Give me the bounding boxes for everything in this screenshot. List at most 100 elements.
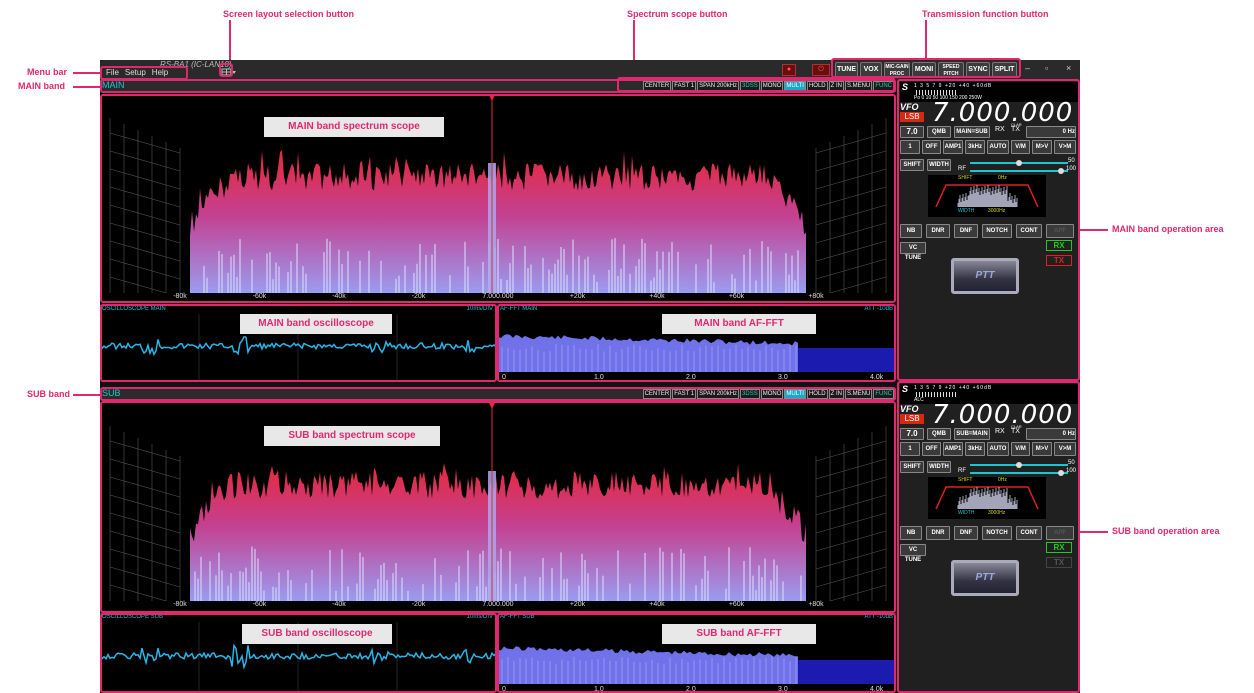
scope-func-button[interactable]: FUNC xyxy=(873,389,894,399)
tuning-step-button[interactable]: 7.0 xyxy=(900,126,924,138)
sub-spectrum-scope[interactable] xyxy=(100,401,896,607)
shift-button[interactable]: SHIFT xyxy=(900,159,924,171)
scope-func-button[interactable]: FUNC xyxy=(873,81,894,91)
maximize-icon[interactable]: ▫ xyxy=(1045,63,1049,73)
width-button[interactable]: WIDTH xyxy=(927,461,951,473)
preamp-1-button[interactable]: 1 xyxy=(900,442,920,456)
scope-speed-button[interactable]: FAST 1 xyxy=(672,81,697,91)
v-m-write-button[interactable]: V>M xyxy=(1054,140,1076,154)
vc-tune-button[interactable]: VC TUNE xyxy=(900,544,926,563)
sub-band-bar: SUB CENTER FAST 1 SPAN 200kHz 3DSS MONO … xyxy=(100,388,896,400)
scope-multi-button[interactable]: MULTI xyxy=(784,389,806,399)
rf-gain-knob[interactable] xyxy=(1058,168,1064,174)
dnr-button[interactable]: DNR xyxy=(926,526,950,540)
m-v-button[interactable]: M>V xyxy=(1032,442,1052,456)
nb-button[interactable]: NB xyxy=(900,526,922,540)
apf-button[interactable]: APF xyxy=(1046,224,1074,238)
clarifier-offset[interactable]: 0 Hz xyxy=(1026,428,1076,440)
v-m-write-button[interactable]: V>M xyxy=(1054,442,1076,456)
amp1-button[interactable]: AMP1 xyxy=(943,140,963,154)
scope-smenu-button[interactable]: S.MENU xyxy=(844,389,873,399)
scope-hold-button[interactable]: HOLD xyxy=(806,389,828,399)
close-icon[interactable]: × xyxy=(1066,63,1072,73)
agc-auto-button[interactable]: AUTO xyxy=(987,442,1009,456)
scope-span-button[interactable]: SPAN 200kHz xyxy=(697,389,740,399)
rf-gain-slider[interactable] xyxy=(970,472,1068,474)
scope-zin-button[interactable]: Z IN xyxy=(828,81,844,91)
rf-gain-knob[interactable] xyxy=(1058,470,1064,476)
scope-hold-button[interactable]: HOLD xyxy=(806,81,828,91)
main-spectrum-scope[interactable] xyxy=(100,93,896,299)
scope-multi-button[interactable]: MULTI xyxy=(784,81,806,91)
filter-width-label: WIDTH xyxy=(958,208,975,214)
moni-button[interactable]: MONI xyxy=(912,62,936,78)
screen-layout-button[interactable] xyxy=(221,67,239,78)
axis-tick-label: +60k xyxy=(728,293,745,300)
notch-button[interactable]: NOTCH xyxy=(982,224,1012,238)
sync-button[interactable]: SYNC xyxy=(966,62,990,78)
scope-mono-button[interactable]: MONO xyxy=(760,81,784,91)
scope-3dss-button[interactable]: 3DSS xyxy=(740,81,760,91)
menu-setup[interactable]: Setup xyxy=(124,68,146,77)
speed-pitch-button[interactable]: SPEED PITCH xyxy=(938,62,964,78)
clarifier-offset[interactable]: 0 Hz xyxy=(1026,126,1076,138)
nb-button[interactable]: NB xyxy=(900,224,922,238)
band-swap-button[interactable]: MAIN=SUB xyxy=(954,126,990,138)
v-m-button[interactable]: V/M xyxy=(1011,140,1030,154)
roofing-3khz-button[interactable]: 3kHz xyxy=(965,442,985,456)
width-button[interactable]: WIDTH xyxy=(927,159,951,171)
scope-center-button[interactable]: CENTER xyxy=(642,81,672,91)
mode-indicator[interactable]: LSB xyxy=(900,414,924,424)
shift-button[interactable]: SHIFT xyxy=(900,461,924,473)
ipo-off-button[interactable]: OFF xyxy=(922,442,941,456)
ipo-off-button[interactable]: OFF xyxy=(922,140,941,154)
dnf-button[interactable]: DNF xyxy=(954,526,978,540)
power-button[interactable]: ⏻ xyxy=(812,64,830,76)
rf-gain-slider[interactable] xyxy=(970,170,1068,172)
ptt-button[interactable]: PTT xyxy=(951,560,1019,596)
vc-tune-button[interactable]: VC TUNE xyxy=(900,242,926,261)
ptt-button[interactable]: PTT xyxy=(951,258,1019,294)
scope-mono-button[interactable]: MONO xyxy=(760,389,784,399)
preamp-1-button[interactable]: 1 xyxy=(900,140,920,154)
roofing-3khz-button[interactable]: 3kHz xyxy=(965,140,985,154)
minimize-icon[interactable]: – xyxy=(1025,63,1031,73)
dnr-button[interactable]: DNR xyxy=(926,224,950,238)
menu-file[interactable]: File xyxy=(106,68,119,77)
qmb-button[interactable]: QMB xyxy=(927,126,951,138)
scope-smenu-button[interactable]: S.MENU xyxy=(844,81,873,91)
contour-button[interactable]: CONT xyxy=(1016,224,1042,238)
agc-auto-button[interactable]: AUTO xyxy=(987,140,1009,154)
vox-button[interactable]: VOX xyxy=(860,62,882,78)
m-v-button[interactable]: M>V xyxy=(1032,140,1052,154)
axis-tick-label: +60k xyxy=(728,601,745,608)
contour-button[interactable]: CONT xyxy=(1016,526,1042,540)
band-swap-button[interactable]: SUB=MAIN xyxy=(954,428,990,440)
axis-tick-label: -40k xyxy=(332,293,346,300)
record-button[interactable]: ● xyxy=(782,64,796,76)
af-gain-knob[interactable] xyxy=(1016,160,1022,166)
frequency-display[interactable]: 7.000.000 xyxy=(932,98,1074,128)
mic-gain-proc-button[interactable]: MIC-GAIN PROC xyxy=(884,62,910,78)
af-gain-knob[interactable] xyxy=(1016,462,1022,468)
split-button[interactable]: SPLIT xyxy=(992,62,1017,78)
notch-button[interactable]: NOTCH xyxy=(982,526,1012,540)
fft-axis-label: 2.0 xyxy=(686,686,696,693)
scope-zin-button[interactable]: Z IN xyxy=(828,389,844,399)
scope-3dss-button[interactable]: 3DSS xyxy=(740,389,760,399)
scope-speed-button[interactable]: FAST 1 xyxy=(672,389,697,399)
sub-fft-att: ATT -10dB xyxy=(864,614,893,620)
qmb-button[interactable]: QMB xyxy=(927,428,951,440)
apf-button[interactable]: APF xyxy=(1046,526,1074,540)
v-m-button[interactable]: V/M xyxy=(1011,442,1030,456)
scope-span-button[interactable]: SPAN 200kHz xyxy=(697,81,740,91)
dnf-button[interactable]: DNF xyxy=(954,224,978,238)
tuning-step-button[interactable]: 7.0 xyxy=(900,428,924,440)
filter-shift-value: 0Hz xyxy=(998,175,1007,181)
tune-button[interactable]: TUNE xyxy=(835,62,858,78)
mode-indicator[interactable]: LSB xyxy=(900,112,924,122)
scope-center-button[interactable]: CENTER xyxy=(642,389,672,399)
menu-help[interactable]: Help xyxy=(151,68,169,77)
amp1-button[interactable]: AMP1 xyxy=(943,442,963,456)
frequency-display[interactable]: 7.000.000 xyxy=(932,400,1074,430)
